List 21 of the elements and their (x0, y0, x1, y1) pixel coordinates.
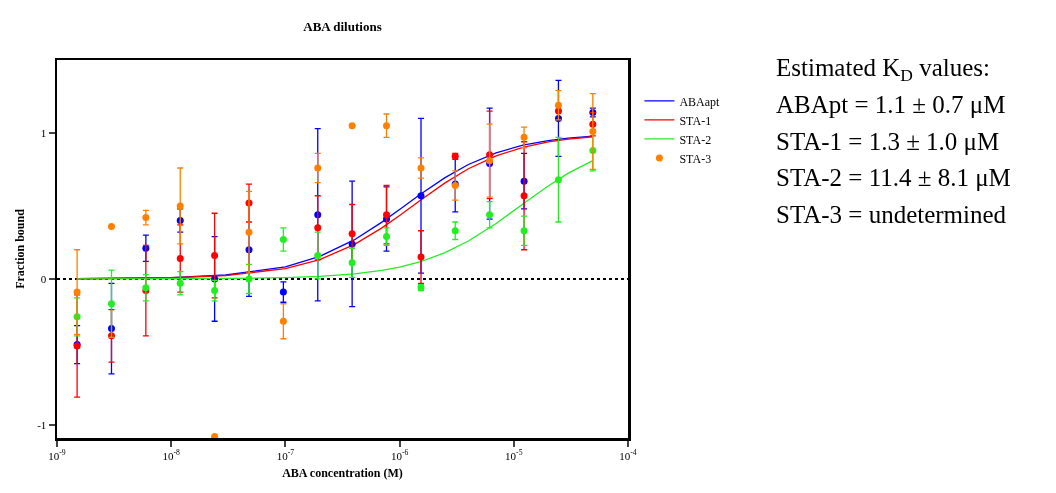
x-tick-label: 10$^{-4}$ (619, 448, 637, 462)
x-tick-label: 10$^{-7}$ (276, 448, 295, 462)
legend-label: STA-1 (679, 113, 712, 128)
legend-label: STA-3 (679, 151, 712, 166)
x-tick-label: 10$^{-6}$ (390, 448, 409, 462)
x-tick-label: 10$^{-5}$ (505, 448, 523, 462)
legend-label: ABAapt (679, 94, 721, 109)
text: STA-2 = 11.4 ± 8.1 μM (776, 164, 1011, 191)
x-tick-label: 10$^{-9}$ (48, 448, 66, 462)
y-tick-label: 1 (40, 126, 47, 139)
text: STA-3 = undetermined (776, 201, 1007, 228)
x-tick-label: 10$^{-8}$ (162, 448, 181, 462)
x-axis-title: ABA concentration (M) (282, 465, 403, 480)
y-tick-label: -1 (37, 418, 47, 431)
legend-label: STA-2 (679, 132, 712, 147)
text: Estimated K$_{D}$ values: (776, 54, 990, 86)
text: STA-1 = 1.3 ± 1.0 μM (776, 128, 1000, 155)
text: ABApt = 1.1 ± 0.7 μM (776, 91, 1006, 118)
y-axis-title: Fraction bound (13, 208, 28, 289)
y-tick-label: 0 (40, 272, 47, 285)
chart-title: ABA dilutions (303, 19, 382, 35)
